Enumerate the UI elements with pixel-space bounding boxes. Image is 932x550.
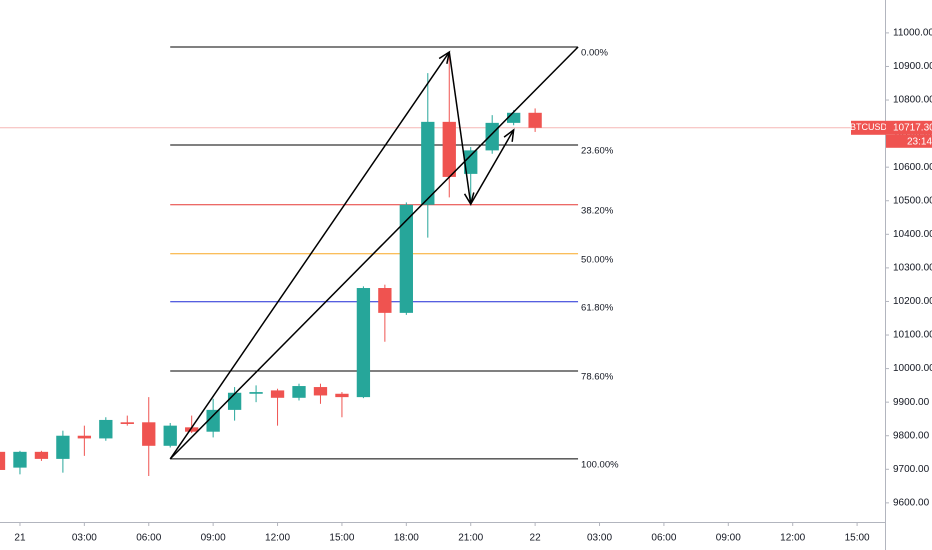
symbol-badge bbox=[851, 120, 886, 135]
candle-body bbox=[399, 204, 413, 313]
y-tick-label: 10100.00 bbox=[893, 330, 932, 341]
symbol-label: BTCUSD bbox=[850, 122, 888, 132]
countdown-badge bbox=[886, 134, 932, 148]
y-tick-label: 10200.00 bbox=[893, 296, 932, 307]
candle-body bbox=[206, 409, 220, 432]
candle-body bbox=[507, 112, 521, 123]
candle-body bbox=[313, 387, 328, 396]
y-tick-label: 9700.00 bbox=[893, 464, 930, 475]
y-tick-label: 10000.00 bbox=[893, 363, 932, 374]
arrow-head bbox=[503, 128, 515, 142]
countdown-label: 23:14 bbox=[907, 136, 932, 147]
fib-label: 100.00% bbox=[581, 459, 619, 470]
x-tick-label: 21:00 bbox=[458, 533, 483, 544]
x-tick-label: 09:00 bbox=[716, 533, 741, 544]
x-tick-label: 22 bbox=[530, 533, 542, 544]
y-tick-label: 10300.00 bbox=[893, 263, 932, 274]
candle-body bbox=[34, 451, 49, 459]
x-tick-label: 18:00 bbox=[394, 533, 419, 544]
candle-body bbox=[77, 435, 92, 439]
y-tick-label: 11000.00 bbox=[893, 28, 932, 39]
trend-line bbox=[169, 51, 450, 460]
fib-label: 0.00% bbox=[581, 48, 608, 59]
x-tick-label: 12:00 bbox=[265, 533, 290, 544]
y-tick-label: 10500.00 bbox=[893, 195, 932, 206]
y-tick-label: 10400.00 bbox=[893, 229, 932, 240]
trend-line bbox=[470, 129, 515, 205]
candle-body bbox=[227, 392, 242, 410]
candle-body bbox=[120, 422, 134, 424]
candle-body bbox=[249, 392, 263, 394]
candle-body bbox=[378, 288, 392, 313]
y-tick-label: 10600.00 bbox=[893, 162, 932, 173]
candle-body bbox=[99, 419, 113, 439]
fib-label: 38.20% bbox=[581, 205, 614, 216]
y-tick-label: 9600.00 bbox=[893, 498, 930, 509]
x-tick-label: 06:00 bbox=[651, 533, 676, 544]
fib-label: 23.60% bbox=[581, 146, 614, 157]
price-label: 10717.30 bbox=[893, 122, 932, 133]
candle-body bbox=[270, 390, 285, 398]
fib-label: 78.60% bbox=[581, 371, 614, 382]
x-tick-label: 12:00 bbox=[780, 533, 805, 544]
x-tick-label: 03:00 bbox=[587, 533, 612, 544]
candle-body bbox=[292, 386, 306, 398]
y-tick-label: 10900.00 bbox=[893, 61, 932, 72]
candle-body bbox=[142, 422, 156, 446]
y-tick-label: 9900.00 bbox=[893, 397, 930, 408]
candle-body bbox=[335, 393, 349, 398]
x-tick-label: 09:00 bbox=[201, 533, 226, 544]
candle-body bbox=[356, 288, 371, 398]
y-tick-label: 9800.00 bbox=[893, 430, 930, 441]
x-tick-label: 03:00 bbox=[72, 533, 97, 544]
trend-line bbox=[169, 46, 579, 460]
x-tick-label: 15:00 bbox=[329, 533, 354, 544]
candle-body bbox=[0, 451, 6, 470]
candle-body bbox=[464, 150, 478, 174]
candle-body bbox=[485, 122, 499, 151]
fib-label: 61.80% bbox=[581, 302, 614, 313]
candle-body bbox=[528, 112, 542, 128]
candle-body bbox=[185, 427, 199, 432]
price-badge bbox=[886, 120, 932, 135]
fib-label: 50.00% bbox=[581, 254, 614, 265]
x-tick-label: 06:00 bbox=[136, 533, 161, 544]
candle-body bbox=[442, 121, 456, 177]
candle-body bbox=[421, 121, 435, 205]
trend-line bbox=[448, 51, 472, 205]
candle-body bbox=[56, 435, 70, 459]
y-tick-label: 10800.00 bbox=[893, 95, 932, 106]
x-tick-label: 21 bbox=[14, 533, 26, 544]
candle-body bbox=[163, 425, 177, 446]
candle-body bbox=[13, 451, 27, 468]
x-tick-label: 15:00 bbox=[845, 533, 870, 544]
